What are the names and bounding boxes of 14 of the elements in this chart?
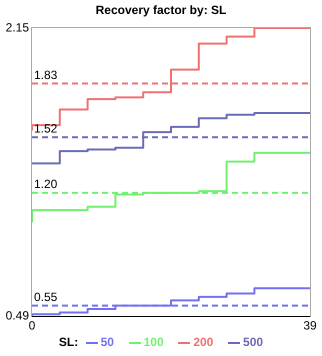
ref-line-label: 1.83 [34,68,58,82]
y-tick-label: 2.15 [6,20,30,34]
ref-line-label: 0.55 [34,290,58,304]
ref-line-label: 1.52 [34,122,58,136]
ref-line-label: 1.20 [34,177,58,192]
x-tick-label: 0 [28,318,36,332]
y-tick-label: 0.49 [6,308,30,322]
chart-title: Recovery factor by: SL [94,2,228,19]
legend-label: 500 [243,335,264,349]
legend-title: SL: [58,335,80,349]
legend-label: 50 [100,335,114,349]
x-tick-label: 39 [303,318,317,332]
legend-label: 100 [144,335,164,349]
legend-label: 200 [193,335,214,349]
